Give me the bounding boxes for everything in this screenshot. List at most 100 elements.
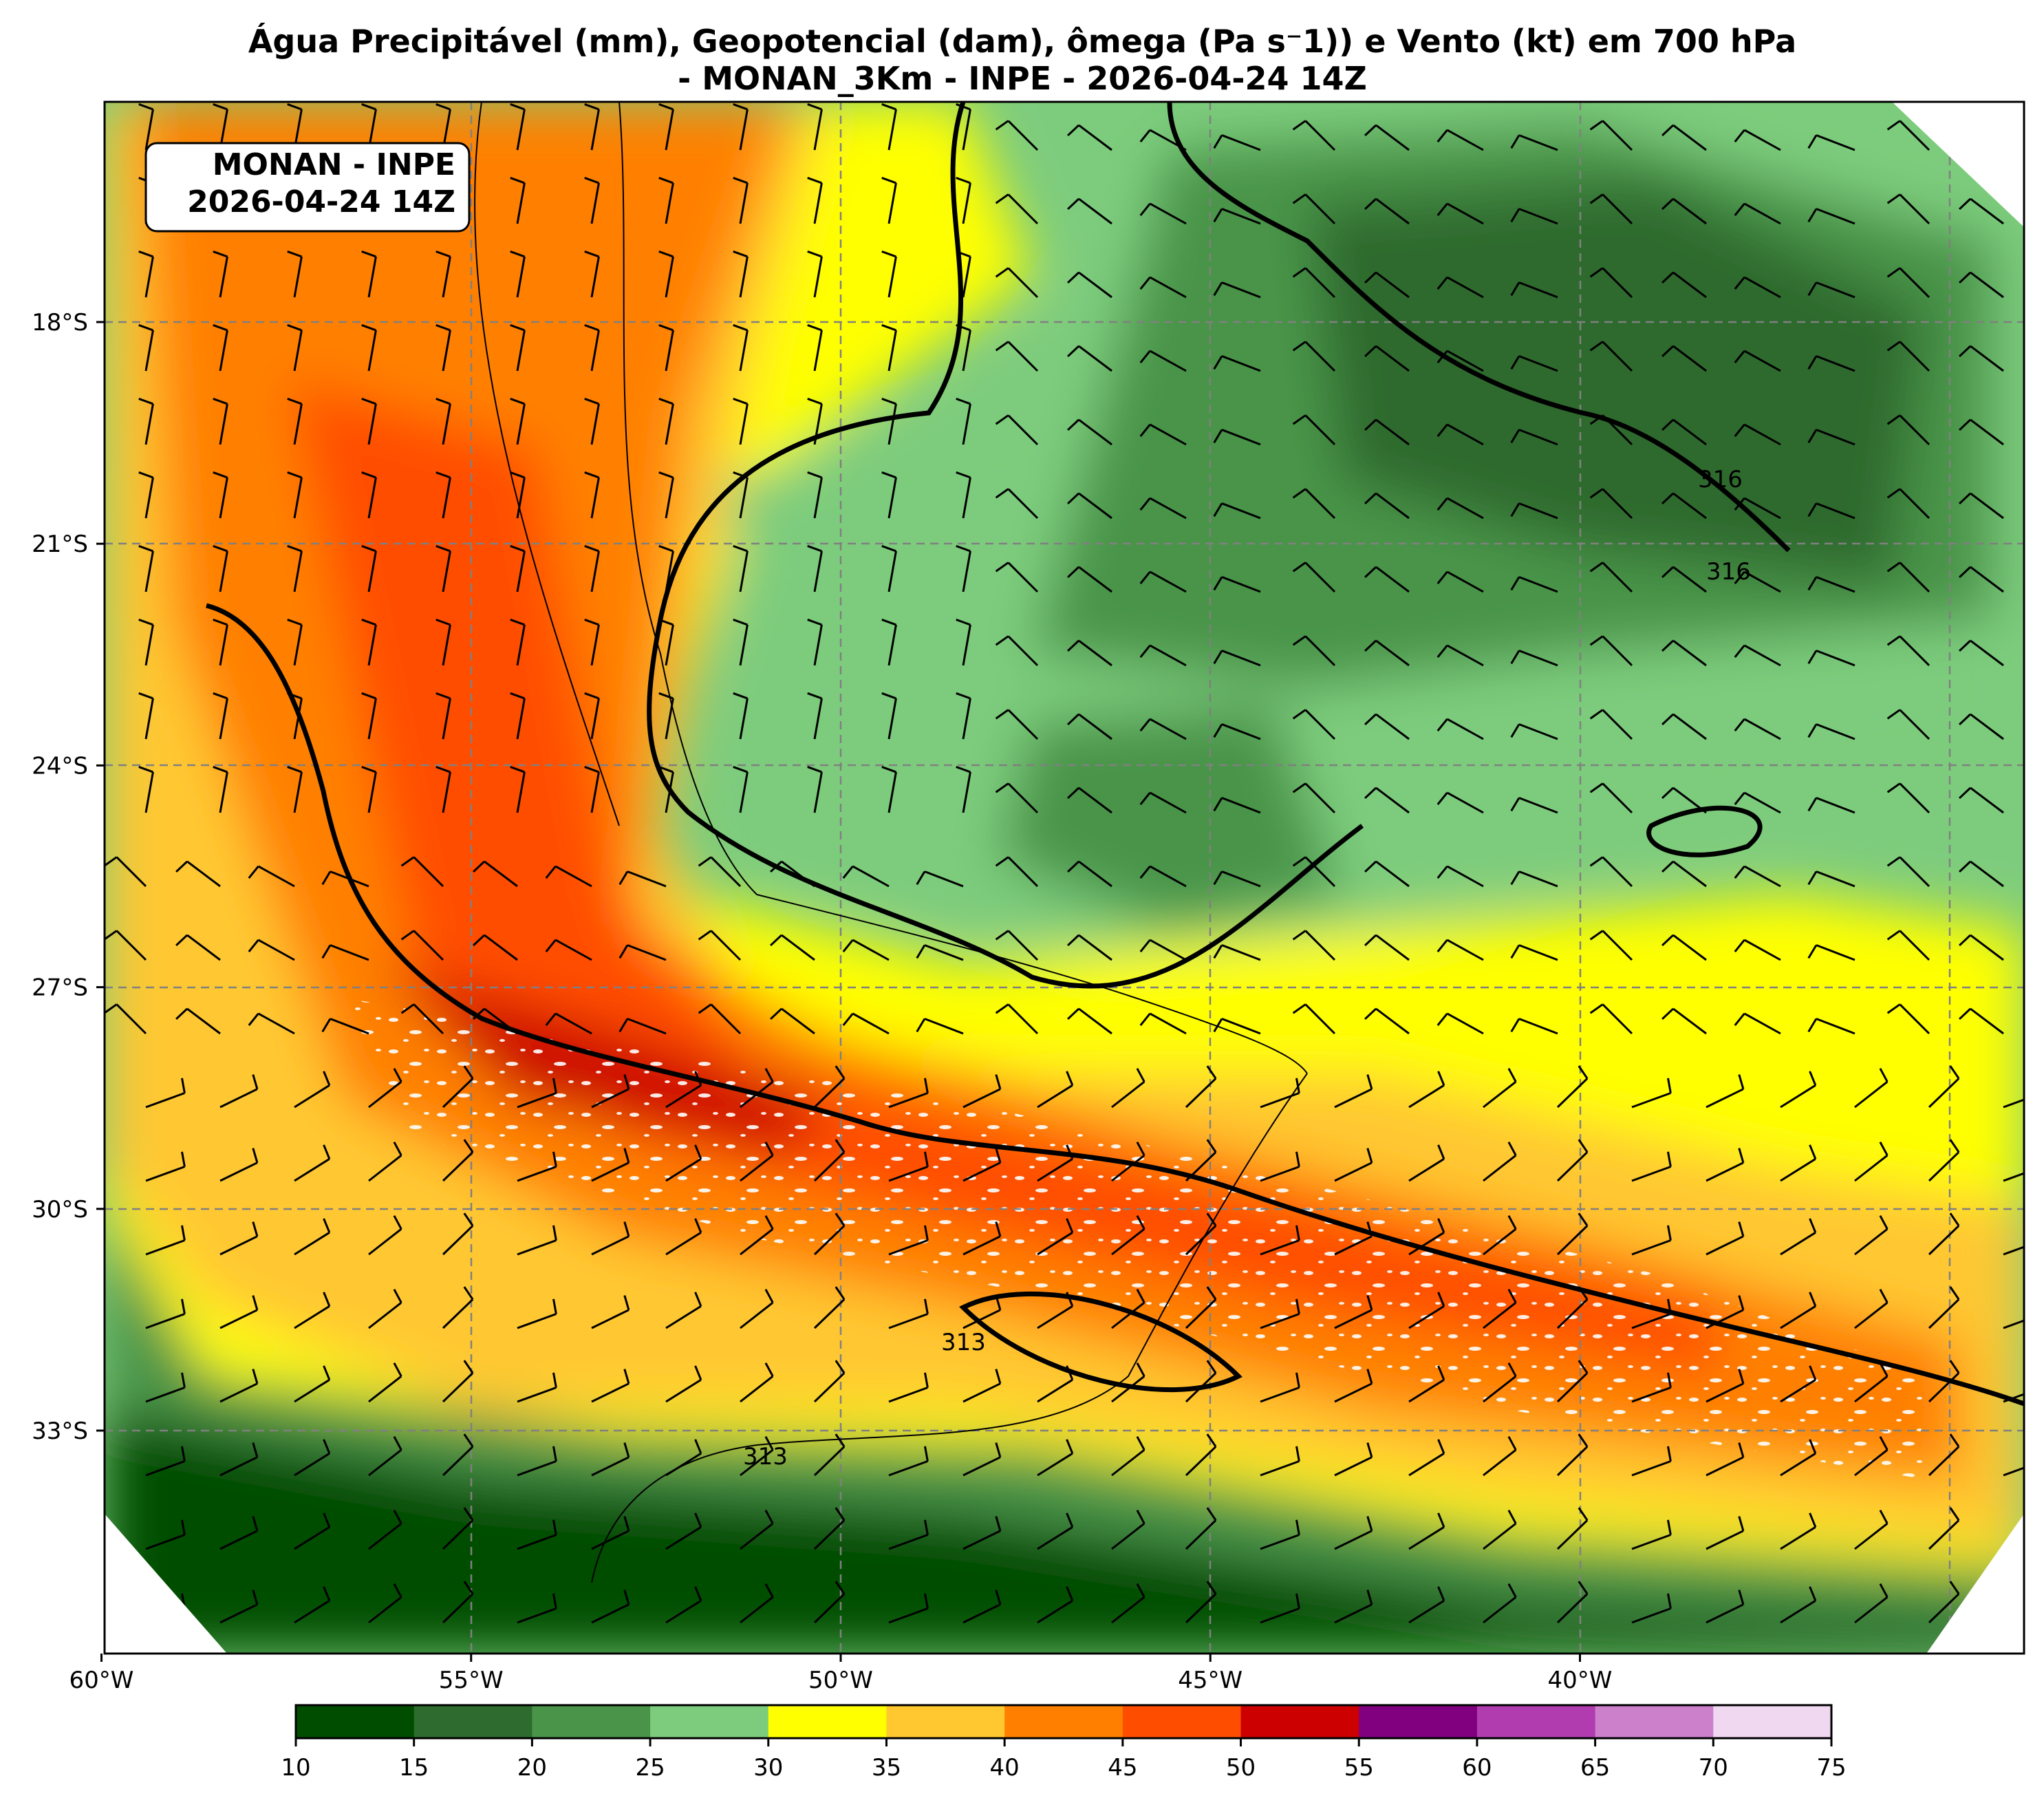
wind-barb xyxy=(665,182,674,224)
wind-barb xyxy=(293,403,303,445)
wind-barb xyxy=(1672,787,1707,814)
wind-barb-flag xyxy=(956,545,971,553)
wind-barb xyxy=(813,477,823,519)
wind-barb xyxy=(1221,723,1261,740)
wind-barb xyxy=(1408,1378,1445,1403)
wind-barb-flag xyxy=(584,545,599,553)
wind-barb-flag xyxy=(1213,208,1223,223)
wind-barb-flag xyxy=(323,1292,331,1307)
wind-barb xyxy=(1111,1448,1145,1477)
wind-barb-flag xyxy=(1213,134,1223,149)
wind-barb-flag xyxy=(1589,341,1604,352)
wind-barb xyxy=(590,550,600,592)
wind-barb-flag xyxy=(1734,718,1745,731)
wind-barb xyxy=(1221,281,1261,299)
wind-barb xyxy=(1970,566,2004,593)
wind-barb-flag xyxy=(361,692,376,700)
colorbar-segment xyxy=(1713,1705,1832,1738)
wind-barb xyxy=(1375,1007,1410,1035)
wind-barb xyxy=(739,550,749,592)
wind-barb-flag xyxy=(733,545,748,553)
wind-barb xyxy=(1375,124,1410,151)
wind-barb xyxy=(1304,1003,1336,1035)
wind-barb xyxy=(1816,355,1855,372)
wind-barb xyxy=(2003,1319,2024,1329)
wind-barb-flag xyxy=(252,1516,259,1532)
wind-barb xyxy=(516,698,526,740)
wind-barb-flag xyxy=(995,120,1009,131)
wind-barb xyxy=(144,624,154,666)
wind-barb xyxy=(1375,271,1410,299)
colorbar-segment xyxy=(886,1705,1005,1738)
wind-barb-flag xyxy=(463,1507,474,1521)
wind-barb-flag xyxy=(924,1593,929,1609)
wind-barb-flag xyxy=(584,398,599,405)
wind-barb xyxy=(1260,1607,1300,1624)
wind-barb-flag xyxy=(213,545,228,553)
wind-barb xyxy=(442,477,451,519)
wind-barb xyxy=(591,1309,630,1329)
wind-barb xyxy=(1602,341,1633,372)
wind-barb-flag xyxy=(545,1012,557,1026)
wind-barb-flag xyxy=(694,1071,702,1086)
wind-barb-flag xyxy=(1959,713,1972,726)
wind-barb xyxy=(962,109,971,151)
wind-barb-flag xyxy=(1809,1512,1817,1528)
wind-barb xyxy=(1743,1012,1781,1035)
wind-barb-flag xyxy=(807,545,822,553)
wind-barb-flag xyxy=(1886,267,1901,278)
wind-barb-flag xyxy=(1809,1365,1817,1380)
wind-barb-flag xyxy=(1067,271,1080,284)
wind-barb xyxy=(1149,276,1187,299)
wind-barb-flag xyxy=(1292,782,1306,793)
wind-barb-flag xyxy=(552,1151,557,1167)
wind-barb xyxy=(591,1530,630,1550)
wind-barb-flag xyxy=(1886,193,1901,204)
wind-barb-flag xyxy=(924,1446,929,1462)
wind-barb-flag xyxy=(1510,1018,1520,1033)
wind-barb xyxy=(1037,1526,1073,1550)
wind-barb xyxy=(590,403,600,445)
wind-barb-flag xyxy=(1292,1003,1306,1014)
wind-barb-flag xyxy=(881,177,896,184)
wind-barb xyxy=(710,930,742,961)
wind-barb-flag xyxy=(916,1018,926,1033)
wind-barb xyxy=(1556,1078,1589,1109)
wind-barb-flag xyxy=(1589,930,1604,941)
wind-barb xyxy=(665,330,674,372)
wind-barb xyxy=(257,865,295,888)
wind-barb-flag xyxy=(1507,1509,1517,1524)
wind-barb xyxy=(1149,718,1187,740)
wind-barb-flag xyxy=(2039,1520,2042,1535)
wind-barb xyxy=(1706,1309,1744,1329)
wind-barb xyxy=(294,1452,330,1477)
wind-barb xyxy=(1149,129,1187,151)
wind-barb xyxy=(144,330,154,372)
wind-barb-flag xyxy=(1661,124,1675,137)
wind-barb-flag xyxy=(956,324,971,332)
wind-barb xyxy=(1446,718,1484,740)
wind-barb-flag xyxy=(618,944,629,959)
wind-barb-flag xyxy=(138,692,153,700)
wind-barb-flag xyxy=(1292,120,1306,131)
wind-barb-flag xyxy=(1437,350,1448,363)
wind-barb-flag xyxy=(252,1295,259,1311)
wind-barb-flag xyxy=(623,1442,630,1458)
wind-barb xyxy=(1816,429,1855,446)
wind-barb xyxy=(1602,562,1633,593)
wind-barb xyxy=(962,330,971,372)
wind-barb xyxy=(145,1239,185,1256)
wind-barb xyxy=(1446,497,1484,520)
wind-barb-flag xyxy=(1879,1435,1889,1451)
wind-barb xyxy=(367,771,377,813)
wind-barb xyxy=(294,1599,330,1624)
wind-barb-flag xyxy=(252,1442,259,1458)
map-frame xyxy=(103,100,2025,1655)
wind-barb-flag xyxy=(1136,1509,1145,1524)
wind-barb-flag xyxy=(248,939,259,952)
wind-barb-flag xyxy=(807,619,822,626)
wind-barb xyxy=(739,477,749,519)
wind-barb-flag xyxy=(835,1286,846,1301)
wind-barb-flag xyxy=(584,619,599,626)
wind-barb-flag xyxy=(694,1292,702,1307)
